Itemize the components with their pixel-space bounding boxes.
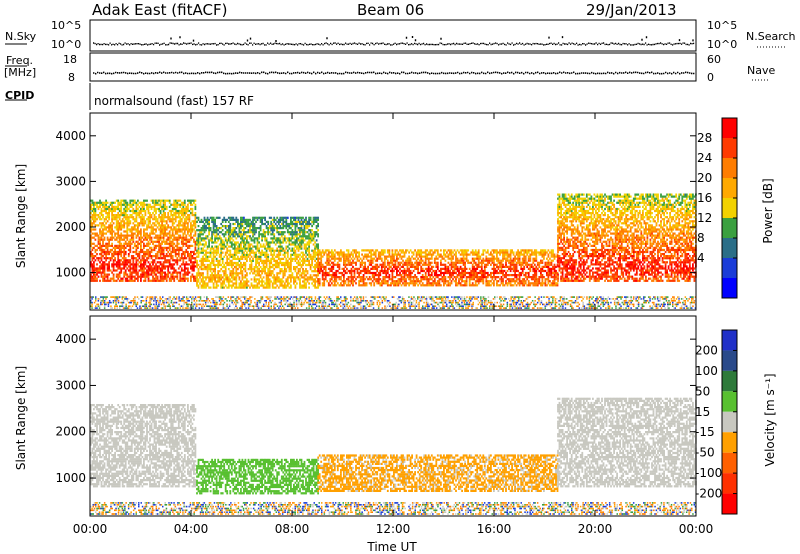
colorbar-swatch <box>722 118 737 138</box>
velocity-heatmap <box>90 398 697 515</box>
colorbar-swatch <box>722 218 737 238</box>
velocity-colorbar <box>722 330 737 514</box>
velocity-echo-region <box>317 454 558 492</box>
colorbar-tick-label: 12 <box>697 211 712 225</box>
freq-strip-frame <box>90 53 696 81</box>
power-y-tick-label: 1000 <box>55 266 86 280</box>
colorbar-swatch <box>722 330 737 350</box>
colorbar-swatch <box>722 391 737 411</box>
colorbar-tick-label: -15 <box>695 425 715 439</box>
x-tick-label: 04:00 <box>174 522 209 536</box>
velocity-y-tick-label: 1000 <box>55 471 86 485</box>
velocity-echo-region <box>196 459 319 495</box>
colorbar-swatch <box>722 138 737 158</box>
power-echo-region <box>557 194 697 282</box>
colorbar-tick-label: -50 <box>695 446 715 460</box>
freq-trace <box>93 72 694 73</box>
velocity-echo-region <box>557 398 697 488</box>
colorbar-tick-label: 28 <box>697 131 712 145</box>
colorbar-tick-label: 15 <box>695 405 710 419</box>
power-echo-region <box>196 217 319 289</box>
x-tick-label: 00:00 <box>679 522 714 536</box>
colorbar-swatch <box>722 412 737 432</box>
colorbar-tick-label: 16 <box>697 191 712 205</box>
colorbar-tick-label: 4 <box>697 251 705 265</box>
colorbar-tick-label: 200 <box>695 343 718 357</box>
colorbar-swatch <box>722 238 737 258</box>
power-echo-region <box>90 200 196 282</box>
x-tick-label: 08:00 <box>275 522 310 536</box>
colorbar-swatch <box>722 258 737 278</box>
x-tick-label: 12:00 <box>376 522 411 536</box>
colorbar-swatch <box>722 198 737 218</box>
colorbar-tick-label: -200 <box>695 487 722 501</box>
velocity-echo-region <box>90 404 196 487</box>
power-y-tick-label: 3000 <box>55 174 86 188</box>
colorbar-swatch <box>722 432 737 452</box>
colorbar-swatch <box>722 494 737 514</box>
colorbar-swatch <box>722 178 737 198</box>
colorbar-swatch <box>722 371 737 391</box>
x-tick-label: 20:00 <box>578 522 613 536</box>
x-tick-label: 16:00 <box>477 522 512 536</box>
x-tick-label: 00:00 <box>73 522 108 536</box>
colorbar-tick-label: 20 <box>697 171 712 185</box>
power-y-tick-label: 2000 <box>55 220 86 234</box>
colorbar-tick-label: 24 <box>697 151 712 165</box>
colorbar-tick-label: 8 <box>697 231 705 245</box>
power-echo-region <box>317 249 558 286</box>
power-y-tick-label: 4000 <box>55 129 86 143</box>
nsky-trace <box>93 36 694 45</box>
velocity-y-tick-label: 3000 <box>55 378 86 392</box>
velocity-y-tick-label: 4000 <box>55 332 86 346</box>
colorbar-swatch <box>722 453 737 473</box>
colorbar-swatch <box>722 350 737 370</box>
colorbar-tick-label: -100 <box>695 466 722 480</box>
nsky-strip-frame <box>90 20 696 51</box>
radar-range-time-plot: 1000 2000 3000 4000 28 24 20 16 12 8 4 1000 2000 3000… <box>0 0 800 554</box>
colorbar-swatch <box>722 278 737 298</box>
colorbar-tick-label: 50 <box>695 384 710 398</box>
velocity-y-tick-label: 2000 <box>55 425 86 439</box>
power-colorbar <box>722 118 737 298</box>
colorbar-tick-label: 100 <box>695 364 718 378</box>
colorbar-swatch <box>722 158 737 178</box>
colorbar-swatch <box>722 473 737 493</box>
power-heatmap <box>90 194 697 309</box>
